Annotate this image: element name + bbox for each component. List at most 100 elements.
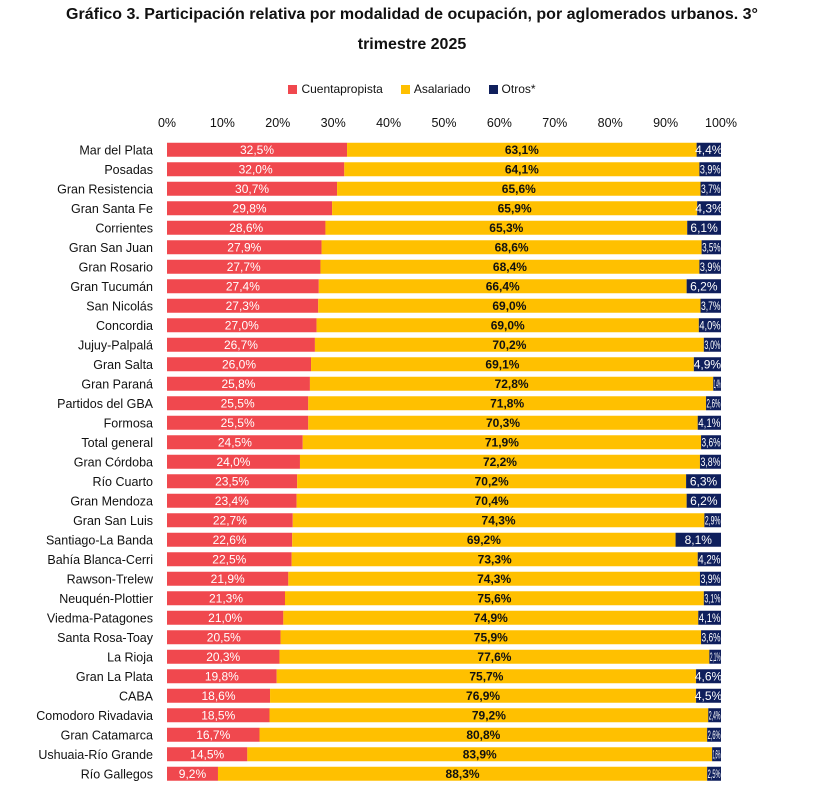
data-label-otros: 3,9% — [700, 260, 721, 274]
data-label-otros: 4,1% — [698, 416, 721, 430]
data-label-asalariado: 70,2% — [475, 474, 509, 488]
category-label: Posadas — [104, 163, 153, 177]
data-label-cuentapropista: 32,5% — [240, 143, 274, 157]
category-label: Comodoro Rivadavia — [36, 709, 153, 723]
data-label-asalariado: 73,3% — [478, 552, 512, 566]
chart-title-line1: Gráfico 3. Participación relativa por mo… — [66, 6, 758, 23]
bar-otros — [704, 513, 721, 528]
category-label: Santa Rosa-Toay — [57, 631, 154, 645]
bar-asalariado — [283, 610, 699, 625]
bar-otros — [693, 357, 721, 372]
data-label-otros: 2,4% — [709, 708, 721, 722]
category-label: CABA — [119, 689, 154, 703]
data-label-asalariado: 75,9% — [474, 630, 508, 644]
bar-asalariado — [318, 298, 701, 313]
bar-otros — [700, 298, 721, 313]
data-label-cuentapropista: 24,5% — [218, 435, 252, 449]
bar-cuentapropista — [167, 435, 303, 450]
bar-otros — [703, 591, 721, 606]
category-label: Viedma-Patagones — [47, 611, 153, 625]
bar-asalariado — [308, 396, 707, 411]
data-label-cuentapropista: 28,6% — [229, 221, 263, 235]
bar-cuentapropista — [167, 766, 218, 781]
data-label-otros: 3,9% — [700, 572, 720, 586]
bar-cuentapropista — [167, 298, 319, 313]
data-label-otros: 3,5% — [702, 240, 721, 254]
x-tick-label: 70% — [542, 116, 567, 130]
data-label-asalariado: 63,1% — [505, 143, 539, 157]
category-label: Río Cuarto — [93, 475, 153, 489]
bar-cuentapropista — [167, 162, 345, 177]
bar-cuentapropista — [167, 376, 310, 391]
data-label-otros: 2,6% — [708, 728, 721, 742]
bar-otros — [686, 493, 721, 508]
bar-otros — [697, 415, 721, 430]
data-label-cuentapropista: 30,7% — [235, 182, 269, 196]
bar-cuentapropista — [167, 181, 338, 196]
bar-otros — [699, 454, 721, 469]
bar-asalariado — [297, 474, 687, 489]
x-tick-label: 30% — [321, 116, 346, 130]
data-label-cuentapropista: 32,0% — [239, 162, 273, 176]
data-label-cuentapropista: 14,5% — [190, 747, 224, 761]
category-label: Gran San Juan — [69, 241, 153, 255]
bar-asalariado — [308, 415, 698, 430]
bar-cuentapropista — [167, 610, 284, 625]
x-tick-label: 0% — [158, 116, 176, 130]
category-label: San Nicolás — [86, 299, 153, 313]
data-label-otros: 8,1% — [685, 533, 713, 547]
x-tick-label: 20% — [265, 116, 290, 130]
data-label-asalariado: 69,0% — [491, 318, 525, 332]
bar-cuentapropista — [167, 649, 280, 664]
data-label-asalariado: 77,6% — [477, 650, 511, 664]
bar-cuentapropista — [167, 532, 293, 547]
category-label: Gran Paraná — [81, 377, 153, 391]
data-label-cuentapropista: 22,6% — [213, 533, 247, 547]
bar-asalariado — [296, 493, 687, 508]
data-label-cuentapropista: 27,7% — [227, 260, 261, 274]
x-tick-label: 80% — [598, 116, 623, 130]
data-label-cuentapropista: 26,0% — [222, 357, 256, 371]
bar-asalariado — [276, 669, 697, 684]
data-label-cuentapropista: 18,6% — [202, 689, 236, 703]
bar-cuentapropista — [167, 571, 289, 586]
data-label-cuentapropista: 27,3% — [226, 299, 260, 313]
bar-cuentapropista — [167, 318, 317, 333]
data-label-otros: 4,3% — [695, 201, 723, 215]
data-label-asalariado: 69,1% — [485, 357, 519, 371]
bar-otros — [712, 747, 721, 762]
bar-cuentapropista — [167, 552, 292, 567]
category-label: Gran Salta — [93, 358, 153, 372]
bar-otros — [699, 162, 721, 177]
bar-asalariado — [279, 649, 710, 664]
data-label-asalariado: 74,3% — [477, 572, 511, 586]
data-label-asalariado: 74,9% — [474, 611, 508, 625]
data-label-asalariado: 65,3% — [489, 221, 523, 235]
data-label-asalariado: 80,8% — [466, 728, 500, 742]
data-label-asalariado: 70,4% — [475, 494, 509, 508]
bar-asalariado — [280, 630, 702, 645]
x-tick-label: 40% — [376, 116, 401, 130]
x-tick-label: 100% — [705, 116, 737, 130]
data-label-otros: 6,3% — [690, 474, 718, 488]
bar-asalariado — [288, 571, 700, 586]
data-label-cuentapropista: 20,3% — [206, 650, 240, 664]
data-label-asalariado: 75,6% — [477, 591, 511, 605]
bar-cuentapropista — [167, 747, 248, 762]
legend-item-cuentapropista: Cuentapropista — [288, 82, 383, 96]
data-label-otros: 3,0% — [704, 338, 720, 352]
data-label-asalariado: 69,2% — [467, 533, 501, 547]
category-label: Formosa — [104, 416, 153, 430]
bar-cuentapropista — [167, 142, 348, 157]
category-label: Ushuaia-Río Grande — [38, 748, 153, 762]
bar-otros — [686, 474, 721, 489]
data-label-otros: 1,4% — [714, 377, 721, 391]
category-label: Partidos del GBA — [57, 397, 154, 411]
data-label-asalariado: 65,6% — [502, 182, 536, 196]
legend-item-otros: Otros* — [488, 82, 536, 96]
bar-otros — [701, 435, 721, 450]
data-label-asalariado: 79,2% — [472, 708, 506, 722]
data-label-asalariado: 68,6% — [495, 240, 529, 254]
category-label: Río Gallegos — [81, 767, 153, 781]
